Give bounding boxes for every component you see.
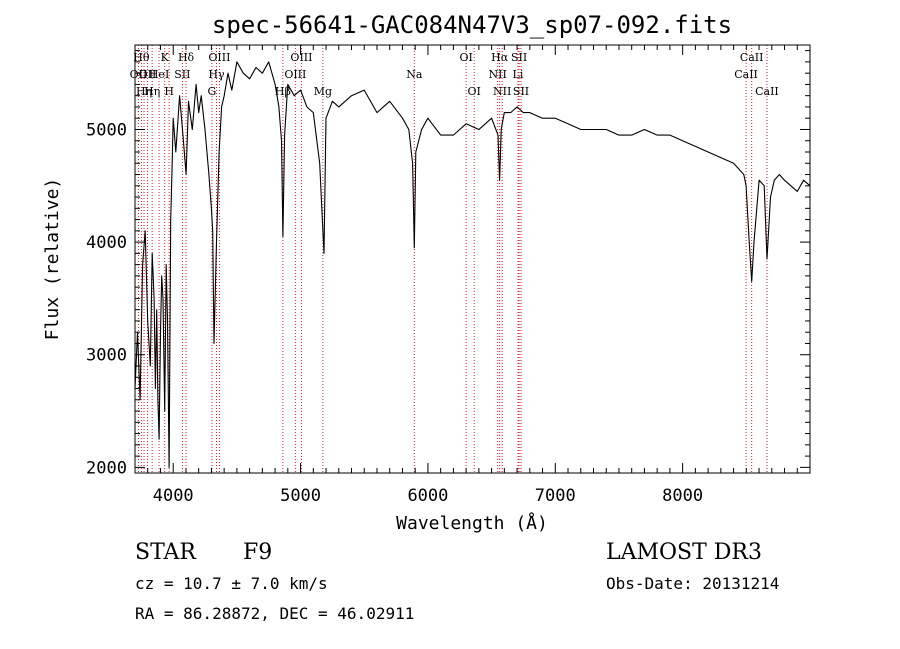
object-class: STAR: [135, 540, 196, 565]
observation-date: Obs-Date: 20131214: [606, 574, 780, 593]
x-tick-label: 4000: [153, 486, 194, 506]
marker-label: K: [161, 51, 170, 64]
x-axis-label: Wavelength (Å): [396, 512, 548, 534]
x-tick-label: 7000: [535, 486, 576, 506]
marker-label: CaII: [740, 51, 764, 64]
marker-label: Hα: [491, 51, 509, 64]
y-tick-label: 5000: [86, 120, 127, 140]
marker-label: Hη: [136, 85, 152, 98]
x-tick-label: 8000: [662, 486, 703, 506]
marker-label: Hη: [144, 85, 160, 98]
marker-label: Li: [513, 68, 524, 81]
marker-label: OII: [139, 68, 157, 81]
marker-label: HeI: [149, 68, 169, 81]
x-axis: 4000 5000 6000 7000 8000: [147, 45, 798, 506]
marker-label: Hθ: [133, 51, 150, 64]
series-layer: [134, 61, 811, 468]
line-marker-labels: OIIHθHηOIIHηHeIKHSIIHδGHγOIIIHβOIIIOIIIM…: [130, 51, 779, 98]
marker-label: G: [208, 85, 217, 98]
marker-label: OIII: [208, 51, 230, 64]
plot-frame: [134, 44, 811, 474]
marker-label: SII: [174, 68, 190, 81]
subclass: F9: [243, 540, 273, 565]
x-tick-label: 5000: [280, 486, 321, 506]
y-tick-label: 3000: [86, 346, 127, 366]
marker-label: CaII: [734, 68, 758, 81]
marker-label: H: [164, 85, 174, 98]
survey-name: LAMOST DR3: [606, 540, 762, 565]
y-axis: 2000 3000 4000 5000: [86, 50, 810, 478]
marker-label: Na: [406, 68, 423, 81]
marker-label: OIII: [284, 68, 306, 81]
marker-label: NII: [489, 68, 507, 81]
y-tick-label: 2000: [86, 458, 127, 478]
marker-label: OI: [459, 51, 472, 64]
x-tick-label: 6000: [407, 486, 448, 506]
coordinates: RA = 86.28872, DEC = 46.02911: [135, 604, 415, 623]
y-axis-label: Flux (relative): [42, 178, 63, 341]
marker-label: CaII: [755, 85, 779, 98]
redshift-line: cz = 10.7 ± 7.0 km/s: [135, 574, 328, 593]
marker-label: Hδ: [178, 51, 195, 64]
marker-label: OII: [130, 68, 148, 81]
marker-label: SII: [511, 51, 527, 64]
marker-label: OI: [467, 85, 480, 98]
marker-label: Mg: [314, 85, 332, 98]
spectrum-line: [134, 61, 811, 468]
marker-label: OIII: [290, 51, 312, 64]
marker-label: Hγ: [208, 68, 225, 81]
line-markers: [137, 45, 768, 473]
chart-title: spec-56641-GAC084N47V3_sp07-092.fits: [212, 11, 732, 39]
y-tick-label: 4000: [86, 233, 127, 253]
marker-label: SII: [513, 85, 529, 98]
marker-label: NII: [493, 85, 511, 98]
